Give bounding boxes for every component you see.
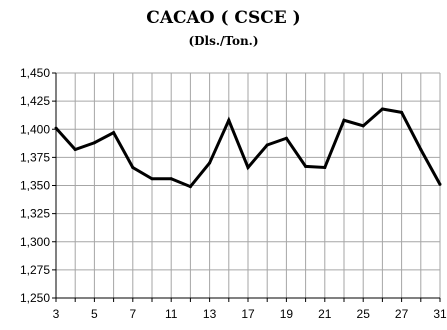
y-tick-label: 1,275	[20, 263, 50, 277]
chart-title: CACAO ( CSCE )	[146, 8, 301, 28]
x-tick-label: 21	[318, 307, 332, 321]
data-point	[73, 148, 77, 151]
y-tick-label: 1,350	[20, 179, 50, 193]
data-point	[112, 131, 116, 135]
data-point	[169, 177, 173, 181]
data-point	[150, 177, 154, 181]
y-tick-label: 1,250	[20, 291, 50, 305]
x-tick-label: 13	[203, 307, 217, 321]
data-point	[227, 118, 231, 122]
data-point	[419, 148, 423, 151]
x-tick-label: 5	[91, 307, 98, 321]
x-tick-label: 19	[280, 307, 294, 321]
x-tick-label: 25	[357, 307, 371, 321]
data-point	[131, 166, 135, 169]
y-tick-label: 1,425	[20, 94, 50, 108]
x-tick-label: 11	[165, 307, 178, 321]
data-point	[361, 124, 365, 128]
x-tick-label: 3	[53, 307, 60, 321]
y-tick-label: 1,450	[20, 66, 50, 80]
data-point	[208, 161, 212, 165]
y-tick-label: 1,400	[20, 122, 50, 136]
data-point	[92, 141, 96, 145]
y-tick-label: 1,300	[20, 235, 50, 249]
data-point	[400, 110, 404, 114]
x-tick-label: 7	[129, 307, 136, 321]
y-tick-label: 1,325	[20, 207, 50, 221]
data-point	[438, 182, 442, 186]
y-tick-label: 1,375	[20, 150, 50, 164]
data-point	[54, 126, 58, 130]
data-point	[342, 118, 346, 122]
data-point	[323, 166, 327, 169]
x-tick-label: 31	[433, 307, 447, 321]
data-point	[246, 166, 250, 169]
x-tick-label: 27	[395, 307, 409, 321]
chart-subtitle: (Dls./Ton.)	[188, 34, 259, 48]
data-point	[188, 185, 192, 189]
data-point	[284, 136, 288, 140]
x-tick-label: 17	[241, 307, 255, 321]
data-point	[265, 143, 269, 147]
data-point	[380, 107, 384, 111]
data-point	[304, 164, 308, 168]
